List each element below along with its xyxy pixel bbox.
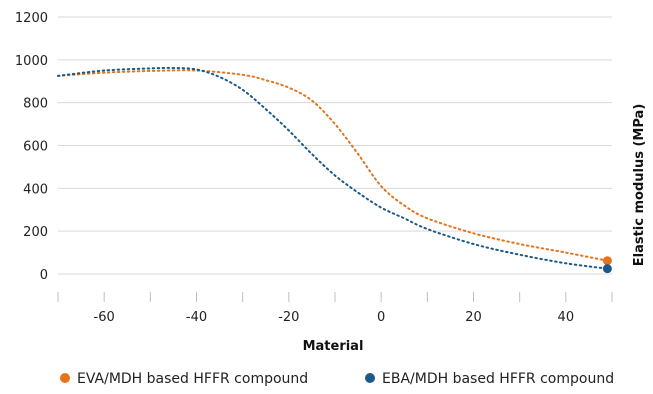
series-end-point-0 bbox=[602, 256, 612, 266]
x-tick-label: 40 bbox=[558, 310, 575, 325]
series-line-0 bbox=[57, 69, 609, 262]
legend-marker-1 bbox=[365, 373, 375, 383]
x-axis-title: Material bbox=[303, 339, 364, 354]
x-tick-label: -40 bbox=[186, 310, 207, 325]
y-tick-label: 0 bbox=[40, 268, 48, 283]
legend: EVA/MDH based HFFR compound EBA/MDH based… bbox=[60, 371, 614, 387]
y-tick-label: 1200 bbox=[15, 11, 48, 26]
y-axis: 0 200 400 600 800 1000 1200 bbox=[15, 11, 48, 283]
legend-label-1: EBA/MDH based HFFR compound bbox=[382, 371, 614, 387]
series-end-point-1 bbox=[602, 264, 612, 274]
legend-marker-0 bbox=[60, 373, 70, 383]
y-tick-label: 1000 bbox=[15, 54, 48, 69]
y-tick-label: 200 bbox=[23, 225, 48, 240]
y-tick-label: 400 bbox=[23, 182, 48, 197]
gridlines bbox=[58, 16, 612, 275]
x-axis: -60 -40 -20 0 20 40 bbox=[57, 292, 613, 325]
x-tick-label: 20 bbox=[465, 310, 482, 325]
x-tick-label: 0 bbox=[377, 310, 385, 325]
y-tick-label: 800 bbox=[23, 97, 48, 112]
series-line-1 bbox=[57, 66, 609, 270]
x-tick-label: -20 bbox=[278, 310, 299, 325]
legend-label-0: EVA/MDH based HFFR compound bbox=[77, 371, 308, 387]
y-axis-title: Elastic modulus (MPa) bbox=[632, 104, 647, 267]
plot-area bbox=[57, 66, 612, 274]
y-tick-label: 600 bbox=[23, 140, 48, 155]
x-tick-label: -60 bbox=[94, 310, 115, 325]
